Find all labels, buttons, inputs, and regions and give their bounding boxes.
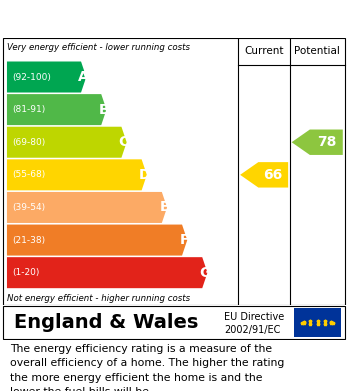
- Text: 66: 66: [264, 168, 283, 182]
- Text: 78: 78: [317, 135, 336, 149]
- Text: 2002/91/EC: 2002/91/EC: [224, 325, 281, 334]
- Text: (92-100): (92-100): [12, 72, 51, 81]
- Text: A: A: [78, 70, 89, 84]
- Bar: [294, 308, 341, 337]
- Text: EU Directive: EU Directive: [224, 312, 285, 322]
- Text: Potential: Potential: [294, 47, 340, 56]
- Polygon shape: [7, 192, 167, 223]
- Text: (39-54): (39-54): [12, 203, 45, 212]
- Text: Current: Current: [244, 47, 284, 56]
- Polygon shape: [240, 162, 288, 188]
- Text: F: F: [180, 233, 189, 247]
- Text: The energy efficiency rating is a measure of the
overall efficiency of a home. T: The energy efficiency rating is a measur…: [10, 344, 285, 391]
- Text: (1-20): (1-20): [12, 268, 40, 277]
- Polygon shape: [7, 224, 187, 256]
- Text: B: B: [98, 102, 109, 117]
- Text: G: G: [199, 265, 210, 280]
- Text: (81-91): (81-91): [12, 105, 46, 114]
- Text: (69-80): (69-80): [12, 138, 46, 147]
- Polygon shape: [7, 257, 207, 288]
- Text: Energy Efficiency Rating: Energy Efficiency Rating: [10, 10, 239, 28]
- Text: E: E: [159, 201, 169, 214]
- Polygon shape: [292, 129, 343, 155]
- Text: (21-38): (21-38): [12, 235, 45, 244]
- Text: D: D: [138, 168, 150, 182]
- Polygon shape: [7, 159, 147, 190]
- Polygon shape: [7, 61, 86, 93]
- Text: Not energy efficient - higher running costs: Not energy efficient - higher running co…: [7, 294, 190, 303]
- Polygon shape: [7, 94, 106, 125]
- Text: (55-68): (55-68): [12, 170, 46, 179]
- Text: C: C: [119, 135, 129, 149]
- Text: England & Wales: England & Wales: [14, 313, 198, 332]
- Text: Very energy efficient - lower running costs: Very energy efficient - lower running co…: [7, 43, 190, 52]
- Polygon shape: [7, 127, 127, 158]
